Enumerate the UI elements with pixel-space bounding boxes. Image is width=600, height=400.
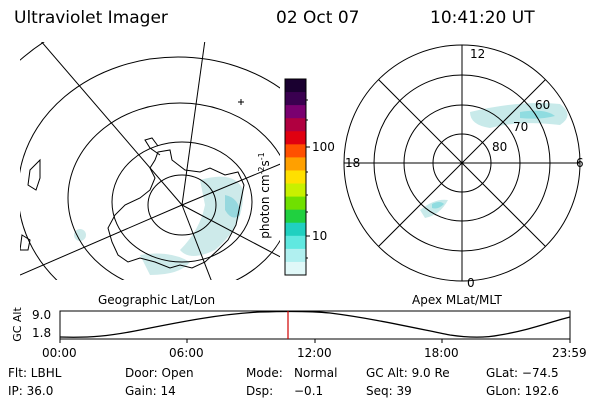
polar-map-caption: Apex MLat/MLT [412, 293, 502, 307]
colorbar-band [285, 79, 306, 93]
status-filter: Flt: LBHL [8, 366, 62, 380]
status-mode-value: Normal [294, 366, 338, 380]
status-gc-alt: GC Alt: 9.0 Re [366, 366, 450, 380]
colorbar-band [285, 222, 306, 237]
auroral-emission-geo [74, 176, 244, 275]
status-gain: Gain: 14 [125, 384, 176, 398]
status-glat: GLat: −74.5 [486, 366, 559, 380]
altitude-ylabel: GC Alt [10, 307, 24, 342]
status-seq: Seq: 39 [366, 384, 412, 398]
colorbar-unit-label: photon cm-2s-1 [256, 152, 272, 239]
instrument-title: Ultraviolet Imager [14, 8, 168, 28]
status-glon: GLon: 192.6 [486, 384, 559, 398]
time-label: 10:41:20 UT [430, 8, 535, 28]
colorbar [285, 79, 306, 276]
status-door: Door: Open [125, 366, 194, 380]
status-ip: IP: 36.0 [8, 384, 54, 398]
colorbar-band [285, 235, 306, 250]
colorbar-tick-high: 100 [312, 140, 335, 154]
mlt-label-0: 0 [467, 276, 475, 290]
colorbar-band [285, 144, 306, 158]
mlt-label-18: 18 [345, 156, 361, 170]
mlt-label-12: 12 [470, 47, 486, 61]
colorbar-band [285, 183, 306, 198]
antarctica-coastline [107, 149, 245, 269]
status-dsp-label: Dsp: [246, 384, 274, 398]
status-mode-label: Mode: [246, 366, 283, 380]
mlat-label-80: 80 [492, 140, 508, 154]
colorbar-band [285, 248, 306, 263]
geo-map-caption: Geographic Lat/Lon [98, 293, 216, 307]
auroral-emission-polar [420, 103, 568, 218]
xtick-1200: 12:00 [297, 346, 332, 360]
xtick-1800: 18:00 [424, 346, 459, 360]
altitude-ymax: 9.0 [32, 308, 52, 322]
status-dsp-value: −0.1 [294, 384, 324, 398]
colorbar-band [285, 209, 306, 224]
mlat-label-70: 70 [513, 120, 529, 134]
colorbar-band [285, 170, 306, 185]
mlat-label-60: 60 [535, 98, 551, 112]
colorbar-band [285, 196, 306, 211]
mlt-label-6: 6 [576, 156, 584, 170]
gc-altitude-curve [59, 310, 571, 338]
xtick-0000: 00:00 [42, 346, 77, 360]
colorbar-band [285, 261, 306, 276]
colorbar-tick-low: 10 [312, 229, 328, 243]
xtick-2359: 23:59 [552, 346, 587, 360]
colorbar-band [285, 157, 306, 171]
geographic-map [20, 42, 280, 280]
altitude-plot [59, 310, 571, 343]
colorbar-band [285, 118, 306, 132]
xtick-0600: 06:00 [169, 346, 204, 360]
colorbar-band [285, 105, 306, 119]
altitude-ymin: 1.8 [32, 326, 52, 340]
date-label: 02 Oct 07 [276, 8, 360, 28]
colorbar-band [285, 131, 306, 145]
colorbar-band [285, 92, 306, 106]
polar-map [343, 44, 581, 282]
